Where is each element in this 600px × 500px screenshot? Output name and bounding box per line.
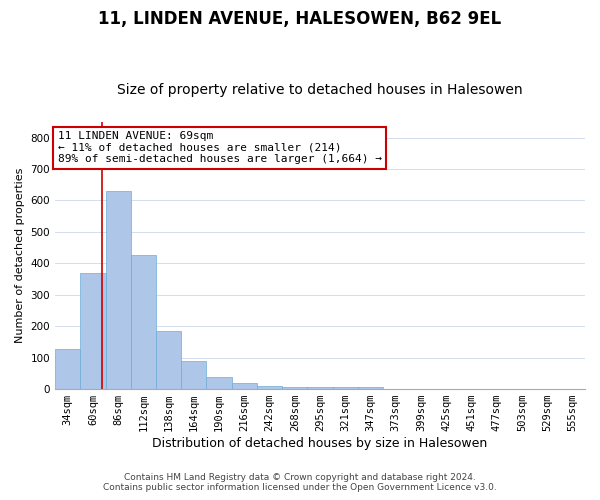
Y-axis label: Number of detached properties: Number of detached properties (15, 168, 25, 343)
Bar (80, 272, 106, 389)
Bar (232, 384, 257, 389)
Bar (358, 387, 383, 389)
Bar (332, 387, 358, 389)
Text: Contains HM Land Registry data © Crown copyright and database right 2024.
Contai: Contains HM Land Registry data © Crown c… (103, 473, 497, 492)
Bar (181, 362, 206, 389)
Bar (257, 386, 282, 389)
Text: 11, LINDEN AVENUE, HALESOWEN, B62 9EL: 11, LINDEN AVENUE, HALESOWEN, B62 9EL (98, 10, 502, 28)
Bar (131, 256, 156, 389)
Bar (307, 387, 332, 389)
Bar (55, 349, 80, 389)
X-axis label: Distribution of detached houses by size in Halesowen: Distribution of detached houses by size … (152, 437, 488, 450)
Text: 11 LINDEN AVENUE: 69sqm
← 11% of detached houses are smaller (214)
89% of semi-d: 11 LINDEN AVENUE: 69sqm ← 11% of detache… (58, 131, 382, 164)
Title: Size of property relative to detached houses in Halesowen: Size of property relative to detached ho… (117, 83, 523, 97)
Bar (206, 378, 232, 389)
Bar (282, 387, 307, 389)
Bar (106, 191, 131, 389)
Bar (156, 331, 181, 389)
